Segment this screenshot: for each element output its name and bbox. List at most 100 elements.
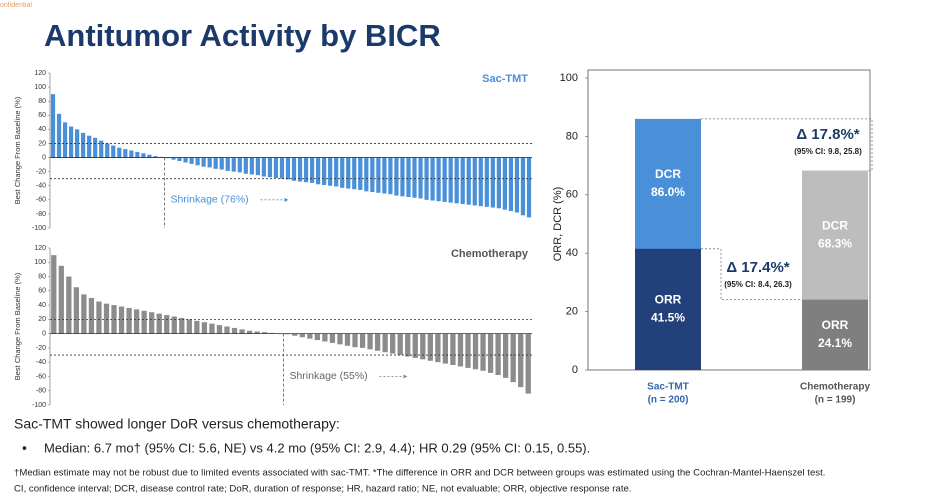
footnote: †Median estimate may not be robust due t… [14, 468, 825, 479]
bar [328, 157, 333, 186]
confidential-mark: onfidential [0, 2, 32, 9]
delta-ci: (95% CI: 9.8, 25.8) [794, 147, 862, 156]
x-tick-label: Sac-TMT [647, 382, 689, 393]
y-tick-label: -40 [36, 359, 46, 366]
bar [213, 157, 218, 169]
bar [99, 140, 104, 158]
bar [436, 157, 441, 202]
bar [224, 326, 230, 334]
bar [93, 137, 98, 158]
bar [171, 316, 177, 334]
delta-ci: (95% CI: 8.4, 26.3) [724, 280, 792, 289]
bar [370, 157, 375, 193]
bar [246, 330, 253, 334]
arrow-head [403, 374, 408, 379]
bar [802, 299, 868, 370]
y-tick-label: 60 [566, 189, 578, 201]
bar [635, 248, 701, 370]
bar [364, 157, 369, 192]
bar [117, 147, 122, 158]
y-axis-label: Best Change From Baseline (%) [13, 96, 22, 204]
bar [216, 325, 223, 334]
bar [382, 157, 387, 194]
bar [262, 332, 268, 334]
plot-frame [587, 69, 871, 371]
bar [412, 157, 417, 198]
bar [352, 333, 358, 348]
bar [520, 157, 526, 216]
bar [179, 317, 185, 334]
bar [526, 157, 532, 218]
bar [219, 157, 224, 170]
bar [50, 94, 56, 158]
bar [480, 333, 486, 371]
bar [177, 157, 182, 162]
bar [186, 319, 192, 334]
y-axis-label: ORR, DCR (%) [552, 187, 564, 262]
y-tick-label: 40 [566, 247, 578, 259]
y-tick-label: -80 [36, 211, 46, 218]
summary-bullet: Median: 6.7 mo† (95% CI: 5.6, NE) vs 4.2… [44, 440, 590, 455]
bar [291, 157, 297, 181]
bar [133, 309, 140, 334]
y-tick-label: 0 [42, 330, 46, 337]
bar [340, 157, 345, 188]
delta-label: Δ 17.8%* [796, 126, 859, 143]
bar [450, 333, 456, 366]
shrinkage-label: Shrinkage (76%) [170, 194, 248, 206]
bar [502, 157, 507, 210]
y-tick-label: 60 [38, 288, 46, 295]
bar [390, 333, 396, 354]
bar [254, 331, 260, 334]
bar [307, 333, 313, 339]
bar [503, 333, 509, 378]
value-label: 68.3% [818, 236, 852, 250]
bar [478, 157, 483, 207]
bar [454, 157, 459, 204]
bar [487, 333, 494, 373]
bar [329, 333, 336, 343]
bar [442, 333, 449, 364]
shrinkage-label: Shrinkage (55%) [289, 370, 367, 382]
bar [51, 255, 57, 334]
bar [514, 157, 520, 213]
bar [141, 153, 146, 158]
bar [322, 157, 327, 186]
bar [81, 132, 86, 158]
bar [237, 157, 242, 173]
y-tick-label: 120 [34, 70, 46, 77]
bar [239, 329, 245, 334]
slide-title: Antitumor Activity by BICR [44, 18, 441, 53]
y-tick-label: -80 [36, 388, 46, 395]
bar [105, 143, 110, 158]
bar [118, 306, 125, 334]
bar [352, 157, 357, 190]
bar [457, 333, 464, 367]
summary-heading: Sac-TMT showed longer DoR versus chemoth… [14, 416, 340, 432]
y-tick-label: -20 [36, 168, 46, 175]
bar [490, 157, 495, 208]
y-tick-label: -100 [32, 402, 46, 409]
y-tick-label: -60 [36, 373, 46, 380]
y-tick-label: 100 [34, 259, 46, 266]
bar [147, 154, 152, 158]
x-tick-sublabel: (n = 199) [815, 395, 856, 406]
y-tick-label: 100 [34, 84, 46, 91]
bar [314, 333, 320, 341]
bar [299, 333, 305, 338]
bar [249, 157, 254, 175]
y-tick-label: 40 [38, 302, 46, 309]
y-tick-label: 60 [38, 112, 46, 119]
connector [701, 248, 802, 301]
bar [460, 157, 465, 205]
bar [225, 157, 230, 171]
bar [427, 333, 433, 361]
bar [297, 157, 303, 182]
bar [292, 333, 298, 336]
bar [435, 333, 441, 363]
bar [231, 157, 236, 172]
segment-name: ORR [655, 293, 682, 307]
bar [496, 157, 501, 209]
